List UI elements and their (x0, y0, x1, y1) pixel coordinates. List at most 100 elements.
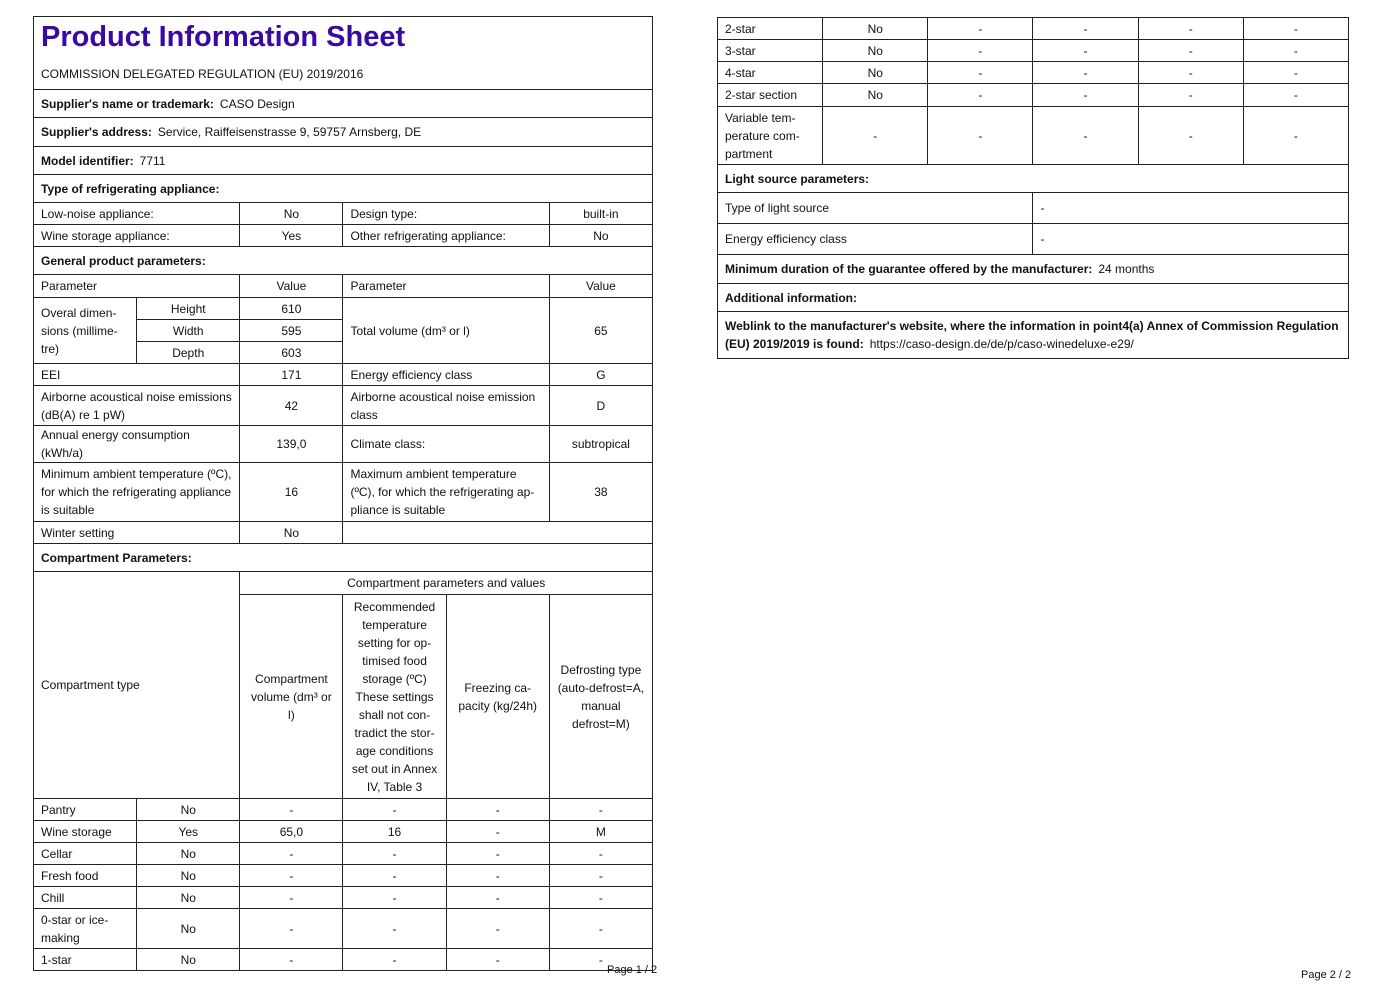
table-row: 4-star No - - - - (716, 61, 1350, 84)
field-label: Supplier's name or trademark: (41, 96, 214, 111)
table-row: Annual energy consumption (kWh/a) 139,0 Cl… (32, 425, 654, 463)
table-row: Chill No - - - - (32, 886, 654, 909)
table-cell: - (927, 39, 1034, 62)
table-cell: - (445, 798, 550, 821)
field-label: Minimum duration of the guarantee offere… (725, 262, 1093, 276)
table-cell: No (239, 521, 344, 544)
table-cell: - (1137, 106, 1244, 165)
table-cell: Low-noise appliance: (32, 202, 241, 225)
table-cell: No (136, 864, 241, 887)
table-row: 3-star No - - - - (716, 39, 1350, 62)
table-cell: - (342, 886, 447, 909)
table-cell: - (548, 948, 654, 971)
table-cell: Yes (239, 224, 344, 247)
table-cell: 4-star (716, 61, 824, 84)
table-row: Model identifier: 7711 (33, 146, 653, 175)
table-cell: - (1032, 17, 1139, 40)
table-row: General product parameters: (33, 246, 653, 275)
regulation-reference: COMMISSION DELEGATED REGULATION (EU) 201… (41, 67, 364, 81)
table-cell: Energy efficiency class (342, 363, 550, 386)
table-cell: Total volume (dm³ or l) (342, 297, 550, 364)
table-cell: Parameter (342, 274, 550, 298)
table-cell: - (927, 83, 1034, 107)
table-cell: Wine storage appliance: (32, 224, 241, 247)
table-cell: - (1137, 61, 1244, 84)
table-cell: Compartment parameters and values (239, 571, 653, 595)
weblink-row: Weblink to the manufacturer's website, w… (717, 311, 1349, 359)
table-row: Energy efficiency class - (716, 223, 1349, 255)
table-cell: - (1032, 83, 1139, 107)
table-cell: - (445, 908, 550, 949)
table-row: EEI 171 Energy efficiency class G (32, 363, 654, 386)
table-cell: Depth (136, 341, 241, 364)
table-cell: Type of light source (716, 192, 1034, 224)
table-cell: Chill (32, 886, 138, 909)
table-row: 2-star section No - - - - (716, 83, 1350, 107)
table-cell: Airborne acoustical noise emissions (dB(… (32, 385, 241, 426)
field-label: Supplier's address: (41, 125, 152, 139)
table-cell: No (822, 17, 929, 40)
table-cell: - (822, 106, 929, 165)
table-row: Supplier's address: Service, Raiffeisenst… (33, 117, 653, 147)
field-value: CASO Design (219, 96, 295, 111)
table-cell: Compartment type (32, 571, 241, 799)
guarantee-row: Minimum duration of the guarantee offere… (717, 254, 1349, 284)
table-cell: 65,0 (239, 820, 344, 843)
table-row: Type of refrigerating appliance: (33, 174, 653, 203)
table-cell: - (342, 864, 447, 887)
table-cell: - (342, 842, 447, 865)
table-row: Compartment type Compartment parameters a… (32, 571, 653, 799)
table-cell: 42 (239, 385, 344, 426)
field-value: Service, Raiffeisenstrasse 9, 59757 Arns… (157, 125, 422, 139)
table-row: 1-star No - - - - (32, 948, 654, 971)
table-cell: - (445, 842, 550, 865)
table-row: Product Information Sheet COMMISSION DELE… (33, 16, 653, 90)
table-row: Minimum duration of the guarantee offere… (717, 254, 1349, 284)
table-cell: Recommended temperature setting for op­t… (342, 594, 447, 799)
product-info-table-page-1: Product Information Sheet COMMISSION DELE… (32, 16, 654, 971)
table-cell: No (136, 842, 241, 865)
supplier-address-row: Supplier's address: Service, Raiffeisenst… (33, 117, 653, 147)
table-cell: - (1032, 39, 1139, 62)
table-cell: Other refrigerating appliance: (342, 224, 550, 247)
table-row: Wine storage Yes 65,0 16- M (32, 820, 654, 843)
table-cell: Minimum ambient temperature (ºC), for wh… (32, 462, 241, 522)
table-row: Fresh food No - - - - (32, 864, 654, 887)
table-cell: 2-star section (716, 83, 824, 107)
table-cell: - (239, 798, 344, 821)
light-heading: Light source parameters: (717, 164, 1349, 193)
table-cell: Energy efficiency class (716, 223, 1034, 255)
table-row: Type of light source - (716, 192, 1349, 224)
table-cell: - (445, 886, 550, 909)
table-cell: 3-star (716, 39, 824, 62)
table-cell: Pantry (32, 798, 138, 821)
additional-info-heading: Additional information: (717, 283, 1349, 312)
table-cell: 2-star (716, 17, 824, 40)
table-cell: Overal dimen­sions (millime­tre) (32, 297, 138, 364)
table-cell: EEI (32, 363, 241, 386)
table-cell: No (822, 39, 929, 62)
table-cell: - (1137, 39, 1244, 62)
table-cell: Variable tem­perature com­partment (716, 106, 824, 165)
table-cell: - (239, 864, 344, 887)
model-identifier-row: Model identifier: 7711 (33, 146, 653, 175)
table-row: Additional information: (717, 283, 1349, 312)
table-cell: 1-star (32, 948, 138, 971)
table-row: Variable tem­perature com­partment - - - - - (716, 106, 1350, 165)
table-cell: - (342, 908, 447, 949)
table-cell: 603 (239, 341, 344, 364)
table-row: Compartment Parameters: (33, 543, 653, 572)
page-number-2: Page 2 / 2 (1301, 969, 1352, 981)
table-cell: No (548, 224, 654, 247)
table-cell: Value (239, 274, 344, 298)
table-cell: 65 (548, 297, 654, 364)
table-cell: 16 (342, 820, 447, 843)
table-cell: Yes (136, 820, 241, 843)
page-title: Product Information Sheet (41, 21, 406, 53)
table-cell: Compart­ment volume (dm³ or l) (239, 594, 344, 799)
table-row: Minimum ambient temperature (ºC), for wh… (32, 462, 654, 522)
table-cell: Cellar (32, 842, 138, 865)
table-cell: 610 (239, 297, 344, 320)
table-cell: No (239, 202, 344, 225)
table-cell: Winter setting (32, 521, 241, 544)
